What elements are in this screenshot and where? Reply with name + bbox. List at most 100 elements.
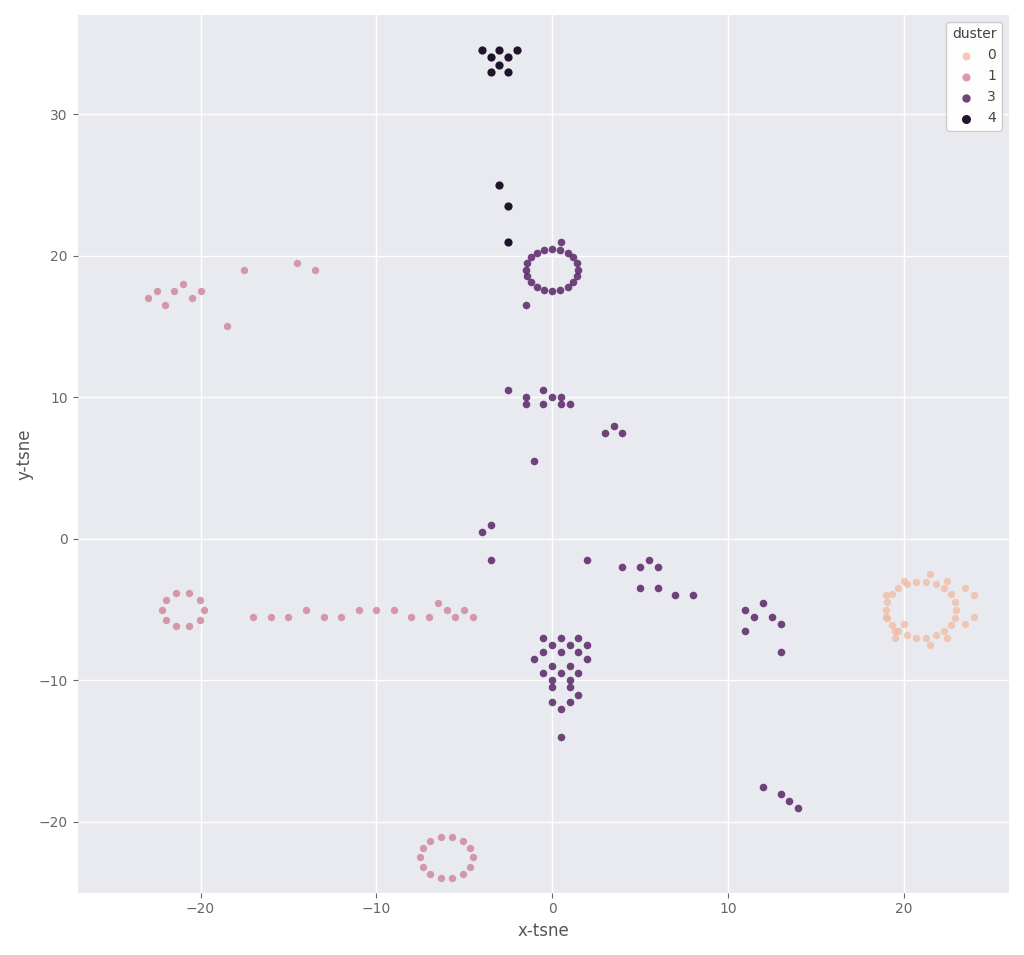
1 bbox=[183, 290, 200, 306]
3 bbox=[517, 396, 534, 412]
3 bbox=[528, 245, 545, 261]
1 bbox=[158, 612, 174, 627]
3 bbox=[482, 552, 499, 567]
3 bbox=[536, 283, 552, 298]
1 bbox=[415, 859, 431, 874]
Legend: 0, 1, 3, 4: 0, 1, 3, 4 bbox=[946, 22, 1002, 131]
3 bbox=[517, 263, 534, 278]
3 bbox=[772, 786, 788, 801]
1 bbox=[465, 609, 481, 625]
4 bbox=[509, 43, 525, 58]
3 bbox=[544, 659, 560, 674]
1 bbox=[306, 263, 323, 278]
0 bbox=[890, 624, 906, 639]
3 bbox=[544, 672, 560, 688]
0 bbox=[939, 630, 955, 646]
0 bbox=[908, 574, 925, 589]
4 bbox=[492, 57, 508, 73]
1 bbox=[191, 612, 208, 627]
3 bbox=[553, 701, 569, 716]
3 bbox=[536, 383, 552, 398]
3 bbox=[565, 275, 582, 290]
0 bbox=[942, 617, 958, 632]
0 bbox=[948, 602, 965, 617]
0 bbox=[895, 616, 911, 631]
3 bbox=[559, 245, 575, 261]
3 bbox=[614, 425, 631, 440]
3 bbox=[482, 517, 499, 532]
1 bbox=[333, 609, 349, 625]
1 bbox=[154, 602, 170, 617]
0 bbox=[895, 574, 911, 589]
0 bbox=[884, 586, 900, 602]
1 bbox=[412, 850, 428, 865]
3 bbox=[755, 595, 771, 610]
1 bbox=[166, 284, 182, 299]
3 bbox=[561, 672, 578, 688]
1 bbox=[191, 592, 208, 607]
1 bbox=[158, 592, 174, 607]
1 bbox=[158, 298, 174, 313]
3 bbox=[764, 609, 780, 625]
3 bbox=[553, 666, 569, 681]
3 bbox=[559, 280, 575, 295]
3 bbox=[569, 268, 586, 284]
3 bbox=[772, 645, 788, 660]
4 bbox=[500, 50, 516, 65]
X-axis label: x-tsne: x-tsne bbox=[517, 922, 569, 940]
3 bbox=[553, 730, 569, 745]
3 bbox=[553, 390, 569, 405]
1 bbox=[438, 602, 455, 617]
0 bbox=[936, 581, 952, 596]
4 bbox=[482, 50, 499, 65]
0 bbox=[928, 576, 944, 591]
0 bbox=[966, 609, 982, 625]
3 bbox=[579, 552, 595, 567]
3 bbox=[526, 651, 543, 667]
0 bbox=[939, 574, 955, 589]
1 bbox=[289, 255, 305, 270]
3 bbox=[544, 284, 560, 299]
1 bbox=[168, 585, 184, 601]
3 bbox=[737, 624, 754, 639]
4 bbox=[473, 43, 489, 58]
1 bbox=[432, 829, 449, 844]
3 bbox=[544, 390, 560, 405]
3 bbox=[737, 602, 754, 617]
1 bbox=[422, 866, 438, 881]
3 bbox=[561, 396, 578, 412]
4 bbox=[500, 234, 516, 249]
3 bbox=[641, 552, 657, 567]
1 bbox=[219, 319, 236, 334]
3 bbox=[570, 645, 587, 660]
1 bbox=[455, 866, 471, 881]
1 bbox=[139, 290, 156, 306]
3 bbox=[536, 242, 552, 257]
3 bbox=[570, 630, 587, 646]
0 bbox=[918, 630, 934, 646]
3 bbox=[536, 645, 552, 660]
4 bbox=[492, 178, 508, 193]
3 bbox=[649, 560, 666, 575]
3 bbox=[570, 666, 587, 681]
3 bbox=[605, 418, 622, 434]
0 bbox=[942, 586, 958, 602]
1 bbox=[415, 840, 431, 856]
1 bbox=[444, 870, 461, 885]
0 bbox=[966, 587, 982, 603]
0 bbox=[887, 624, 903, 639]
0 bbox=[936, 624, 952, 639]
0 bbox=[878, 587, 894, 603]
3 bbox=[579, 651, 595, 667]
3 bbox=[544, 680, 560, 695]
0 bbox=[878, 609, 894, 625]
3 bbox=[561, 694, 578, 710]
0 bbox=[880, 610, 896, 626]
3 bbox=[552, 283, 568, 298]
0 bbox=[956, 581, 973, 596]
3 bbox=[553, 630, 569, 646]
1 bbox=[175, 276, 191, 291]
3 bbox=[536, 396, 552, 412]
3 bbox=[570, 687, 587, 702]
3 bbox=[552, 242, 568, 257]
